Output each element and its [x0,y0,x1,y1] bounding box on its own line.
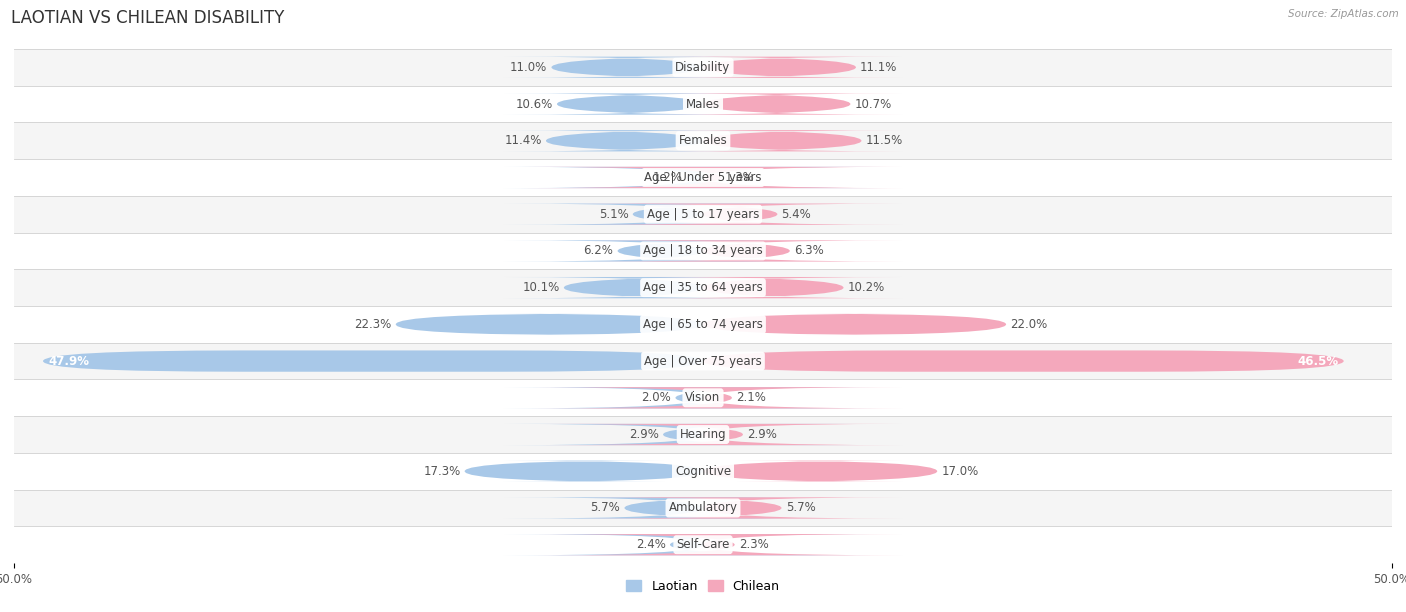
FancyBboxPatch shape [578,204,903,225]
Text: 22.0%: 22.0% [1011,318,1047,331]
Text: Source: ZipAtlas.com: Source: ZipAtlas.com [1288,9,1399,19]
Bar [14,159,1392,196]
Text: 11.0%: 11.0% [510,61,547,74]
Text: 2.9%: 2.9% [628,428,659,441]
FancyBboxPatch shape [657,57,903,78]
Bar [14,490,1392,526]
Text: LAOTIAN VS CHILEAN DISABILITY: LAOTIAN VS CHILEAN DISABILITY [11,9,284,27]
Text: Age | 65 to 74 years: Age | 65 to 74 years [643,318,763,331]
Text: 2.1%: 2.1% [737,391,766,405]
Text: Hearing: Hearing [679,428,727,441]
FancyBboxPatch shape [591,241,903,261]
Text: 17.0%: 17.0% [942,465,979,478]
Bar [14,526,1392,563]
Text: Age | Under 5 years: Age | Under 5 years [644,171,762,184]
Text: Self-Care: Self-Care [676,538,730,551]
Text: Ambulatory: Ambulatory [668,501,738,515]
Text: 5.1%: 5.1% [599,207,628,221]
Bar [14,86,1392,122]
Legend: Laotian, Chilean: Laotian, Chilean [621,575,785,598]
Text: 2.3%: 2.3% [738,538,769,551]
Text: 5.7%: 5.7% [591,501,620,515]
Bar [14,453,1392,490]
FancyBboxPatch shape [503,498,824,518]
Text: 11.1%: 11.1% [860,61,897,74]
Text: Age | 35 to 64 years: Age | 35 to 64 years [643,281,763,294]
Text: Cognitive: Cognitive [675,465,731,478]
Bar [14,269,1392,306]
Bar [14,122,1392,159]
Text: 47.9%: 47.9% [48,354,90,368]
FancyBboxPatch shape [503,277,763,298]
FancyBboxPatch shape [503,130,745,151]
Text: 2.4%: 2.4% [636,538,666,551]
FancyBboxPatch shape [503,204,832,225]
Text: 10.6%: 10.6% [516,97,553,111]
Text: 2.9%: 2.9% [747,428,778,441]
FancyBboxPatch shape [703,461,938,482]
FancyBboxPatch shape [534,534,903,555]
Text: 6.2%: 6.2% [583,244,613,258]
FancyBboxPatch shape [503,534,870,555]
Bar [14,306,1392,343]
FancyBboxPatch shape [543,424,903,445]
FancyBboxPatch shape [582,498,903,518]
Bar [14,196,1392,233]
Text: Age | 18 to 34 years: Age | 18 to 34 years [643,244,763,258]
FancyBboxPatch shape [503,57,751,78]
FancyBboxPatch shape [503,94,756,114]
Bar [14,49,1392,86]
Text: Age | 5 to 17 years: Age | 5 to 17 years [647,207,759,221]
FancyBboxPatch shape [651,94,903,114]
Text: 1.3%: 1.3% [725,171,755,184]
FancyBboxPatch shape [644,277,903,298]
FancyBboxPatch shape [531,387,903,408]
Text: Disability: Disability [675,61,731,74]
Text: 10.7%: 10.7% [855,97,891,111]
Text: Females: Females [679,134,727,147]
Bar [14,233,1392,269]
Text: 1.2%: 1.2% [652,171,682,184]
Bar [14,343,1392,379]
Text: 10.1%: 10.1% [523,281,560,294]
Text: Age | Over 75 years: Age | Over 75 years [644,354,762,368]
FancyBboxPatch shape [503,387,875,408]
FancyBboxPatch shape [503,167,886,188]
Text: 5.7%: 5.7% [786,501,815,515]
Bar [14,416,1392,453]
FancyBboxPatch shape [464,461,703,482]
Text: Vision: Vision [685,391,721,405]
Text: 10.2%: 10.2% [848,281,884,294]
FancyBboxPatch shape [662,130,903,151]
Text: 17.3%: 17.3% [423,465,461,478]
Text: 46.5%: 46.5% [1298,354,1339,368]
Text: 11.4%: 11.4% [505,134,541,147]
FancyBboxPatch shape [522,167,903,188]
Text: 6.3%: 6.3% [794,244,824,258]
Text: Males: Males [686,97,720,111]
FancyBboxPatch shape [503,241,817,261]
FancyBboxPatch shape [395,314,703,335]
FancyBboxPatch shape [703,351,1344,371]
Text: 5.4%: 5.4% [782,207,811,221]
Text: 22.3%: 22.3% [354,318,392,331]
FancyBboxPatch shape [703,314,1007,335]
Text: 2.0%: 2.0% [641,391,671,405]
FancyBboxPatch shape [44,351,703,371]
Bar [14,379,1392,416]
FancyBboxPatch shape [503,424,863,445]
Text: 11.5%: 11.5% [866,134,903,147]
